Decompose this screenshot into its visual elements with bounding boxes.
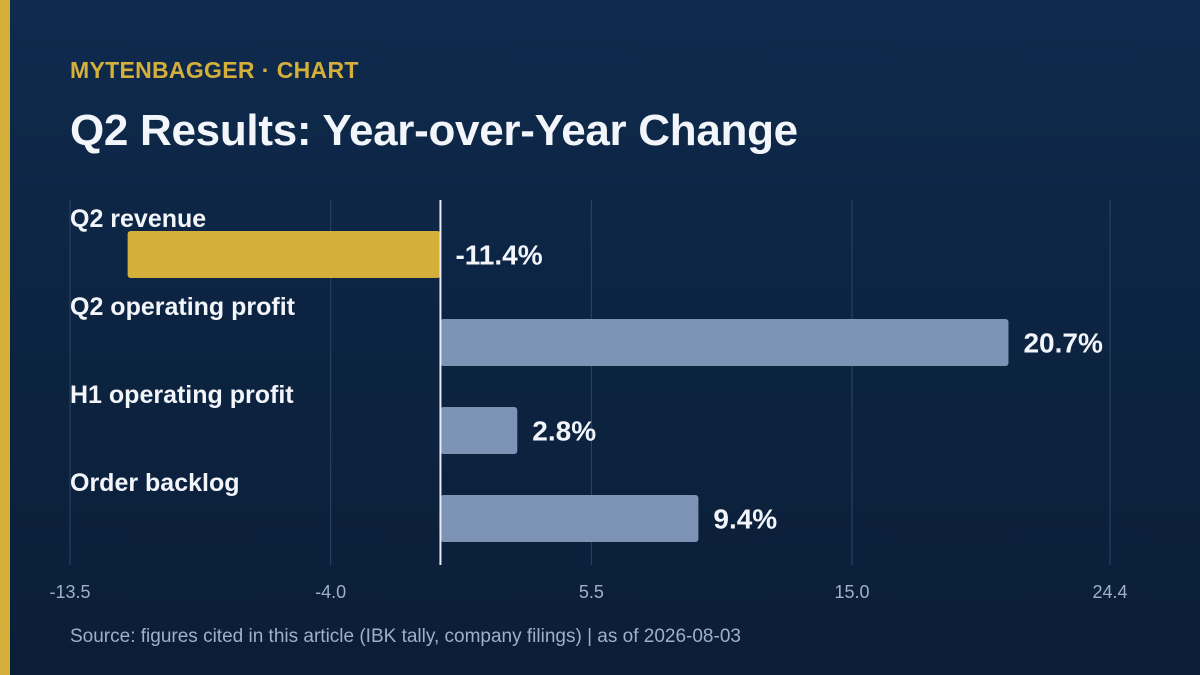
- brand-label: MYTENBAGGER: [70, 57, 255, 83]
- bar: [440, 319, 1009, 366]
- section-label: CHART: [276, 57, 359, 83]
- kicker: MYTENBAGGER · CHART: [70, 57, 359, 84]
- x-tick-label: 15.0: [835, 582, 870, 602]
- bar: [440, 495, 699, 542]
- bar: [440, 407, 518, 454]
- category-label: Q2 operating profit: [70, 293, 296, 321]
- category-label: H1 operating profit: [70, 381, 294, 409]
- value-label: -11.4%: [455, 240, 542, 271]
- category-label: Q2 revenue: [70, 205, 206, 233]
- x-tick-label: -4.0: [315, 582, 346, 602]
- category-label: Order backlog: [70, 469, 240, 497]
- source-note: Source: figures cited in this article (I…: [70, 626, 741, 647]
- value-label: 9.4%: [713, 504, 777, 535]
- chart-title: Q2 Results: Year-over-Year Change: [70, 106, 798, 155]
- accent-bar: [0, 0, 10, 675]
- value-label: 2.8%: [532, 416, 596, 447]
- x-tick-label: -13.5: [49, 582, 90, 602]
- bar: [127, 231, 441, 278]
- x-tick-label: 24.4: [1092, 582, 1127, 602]
- value-label: 20.7%: [1023, 328, 1102, 359]
- x-tick-label: 5.5: [579, 582, 604, 602]
- kicker-separator: ·: [261, 57, 270, 83]
